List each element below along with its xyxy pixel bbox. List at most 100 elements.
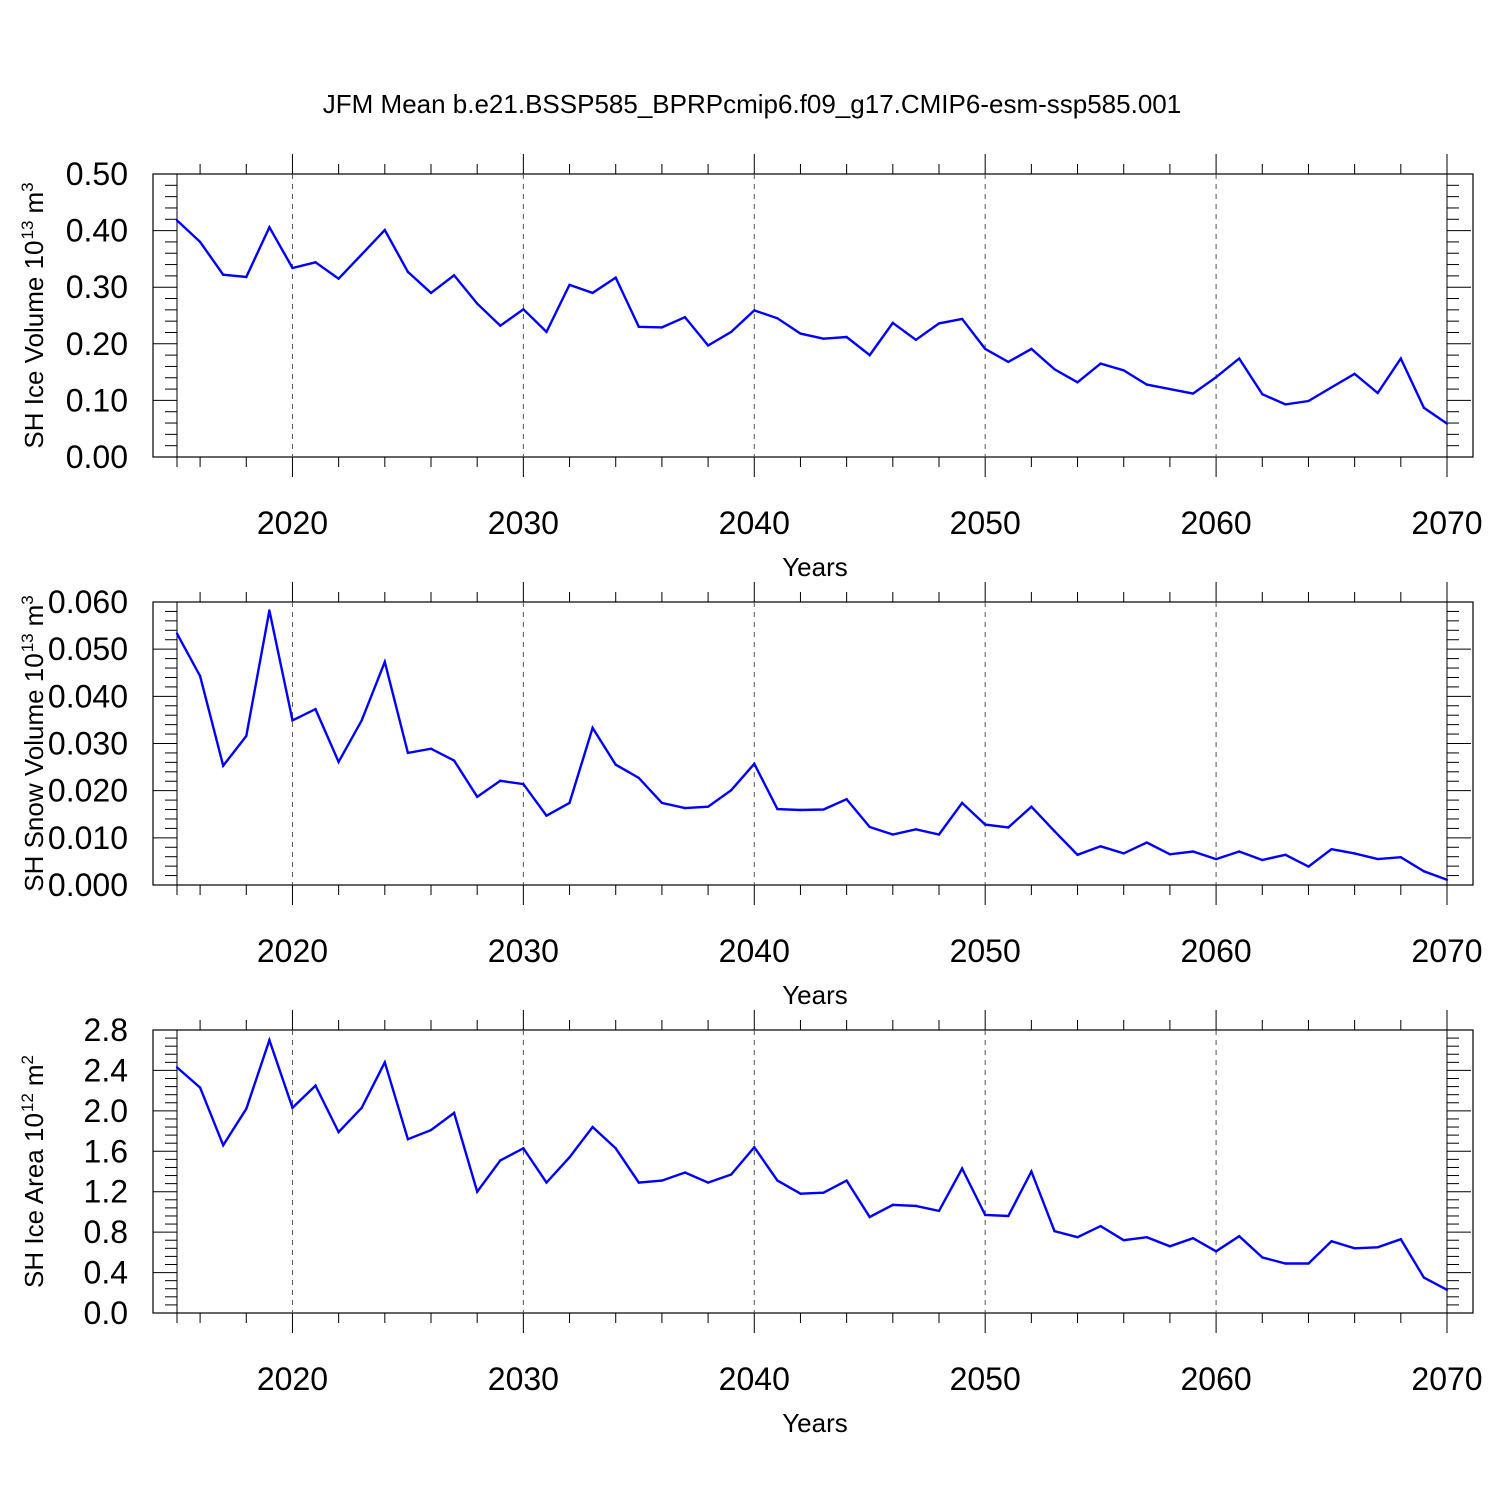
plot-frame <box>152 1029 1474 1314</box>
data-point <box>175 219 179 222</box>
data-point <box>452 274 456 277</box>
y-tick-label: 0.040 <box>48 678 128 714</box>
data-point <box>960 317 964 321</box>
y-tick-label: 0.50 <box>66 156 128 192</box>
data-point <box>1214 1250 1218 1253</box>
y-axis-label-ylabel-exponent: 12 <box>18 1093 37 1112</box>
data-point <box>706 1181 710 1184</box>
data-point <box>983 1213 987 1217</box>
data-point <box>729 788 733 792</box>
y-tick-label: 0.10 <box>66 382 128 418</box>
data-point <box>1237 850 1241 853</box>
x-tick-label: 2070 <box>1411 933 1482 969</box>
data-point <box>1422 870 1426 873</box>
data-point <box>429 1128 433 1132</box>
x-axis-label: Years <box>782 552 848 582</box>
data-point <box>1353 852 1356 855</box>
data-point <box>245 1107 248 1111</box>
x-axis-label: Years <box>782 1408 848 1438</box>
y-tick-label: 0.20 <box>66 326 128 362</box>
data-point <box>499 1159 502 1162</box>
data-point <box>822 337 825 340</box>
data-point <box>637 776 641 780</box>
data-point <box>1307 865 1310 868</box>
y-tick-label: 0.060 <box>48 584 128 620</box>
data-point <box>545 1181 548 1184</box>
series-line-1 <box>176 1036 1448 1291</box>
data-point <box>753 1146 756 1149</box>
x-tick-label: 2060 <box>1180 933 1251 969</box>
data-point <box>1261 1256 1264 1259</box>
x-tick-label: 2030 <box>488 933 559 969</box>
data-point <box>198 1086 202 1089</box>
data-point <box>198 240 202 244</box>
data-point <box>568 1156 571 1159</box>
data-point <box>198 674 202 678</box>
data-point <box>614 276 617 279</box>
x-tick-label: 2020 <box>257 933 328 969</box>
data-point <box>1168 387 1172 391</box>
data-point <box>591 291 594 295</box>
data-point <box>1214 857 1218 861</box>
data-point <box>753 309 756 312</box>
data-point <box>1030 347 1033 351</box>
y-tick-label: 2.8 <box>84 1012 128 1048</box>
data-point <box>660 801 664 805</box>
data-point <box>1030 1170 1033 1173</box>
data-point <box>499 324 502 327</box>
data-point <box>614 763 617 766</box>
data-point <box>614 1147 617 1150</box>
data-point <box>1284 1262 1287 1265</box>
data-point <box>499 779 502 782</box>
data-point <box>1284 853 1287 857</box>
data-point <box>1191 1237 1195 1240</box>
y-tick-label: 0.030 <box>48 726 128 762</box>
data-point <box>1399 855 1403 859</box>
y-axis-label-ylabel-exponent: 13 <box>18 633 37 652</box>
data-point <box>1445 878 1449 882</box>
y-axis-label-ylabel-unit-exponent: 3 <box>18 595 37 604</box>
data-point <box>221 273 225 276</box>
y-tick-label: 0.00 <box>66 439 128 475</box>
data-point <box>1030 805 1033 808</box>
y-tick-label: 2.0 <box>84 1093 128 1129</box>
data-point <box>175 632 179 635</box>
data-point <box>429 291 433 295</box>
data-point <box>1284 403 1287 406</box>
data-point <box>545 814 548 817</box>
data-point <box>845 335 848 339</box>
data-point <box>1007 360 1010 364</box>
data-point <box>1122 852 1125 855</box>
data-point <box>1214 375 1218 379</box>
data-point <box>960 801 964 805</box>
data-point <box>776 807 779 811</box>
data-point <box>729 1173 733 1176</box>
data-point <box>314 261 317 264</box>
x-tick-label: 2040 <box>719 933 790 969</box>
y-axis-label-ylabel-exponent: 13 <box>18 221 37 240</box>
series-line-1 <box>175 610 1448 881</box>
chart-panel-2: 2020 2030 2040 2050 2060 2070 Years 0.000 0.010 0… <box>18 582 1483 1010</box>
chart-panels: 2020 2030 2040 2050 2060 2070 Years 0.00 0.10 0.2… <box>18 154 1483 1438</box>
data-point <box>706 344 710 347</box>
data-point <box>337 1130 340 1134</box>
data-point <box>937 322 941 325</box>
data-point <box>799 808 802 812</box>
x-tick-label: 2030 <box>488 505 559 541</box>
y-tick-label: 0.000 <box>48 867 128 903</box>
data-point <box>637 1181 641 1184</box>
data-point <box>291 266 294 270</box>
data-point <box>406 270 410 274</box>
data-point <box>1168 853 1172 856</box>
y-axis-label-ylabel: SH Ice Volume 10 <box>19 240 49 448</box>
x-axis-label: Years <box>782 980 848 1010</box>
data-point <box>406 1137 410 1141</box>
data-point <box>291 719 294 722</box>
data-point <box>729 330 733 334</box>
data-point <box>1145 383 1149 386</box>
data-point <box>475 795 479 798</box>
data-point <box>1445 422 1449 425</box>
data-point <box>1353 1247 1356 1250</box>
data-point <box>268 226 271 229</box>
data-point <box>1191 392 1195 395</box>
